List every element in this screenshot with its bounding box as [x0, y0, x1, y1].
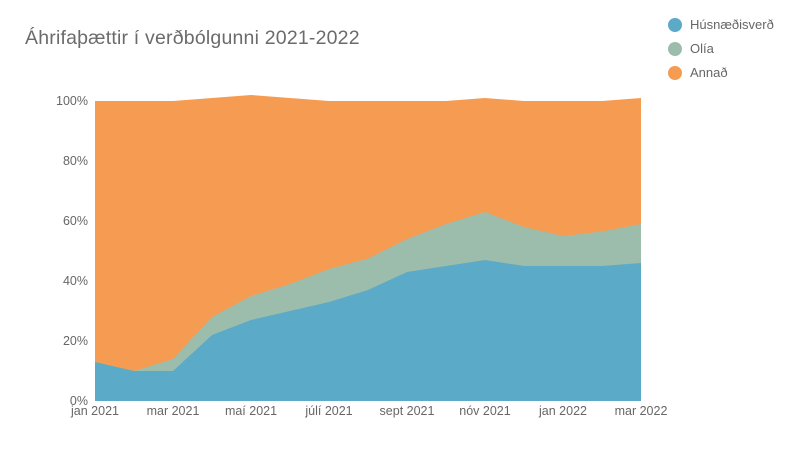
x-axis-tick-label: nóv 2021	[459, 404, 511, 418]
legend-dot-icon	[668, 41, 682, 56]
legend-dot-icon	[668, 17, 682, 32]
x-axis-tick-label: júlí 2021	[305, 404, 353, 418]
chart-title: Áhrifaþættir í verðbólgunni 2021-2022	[25, 27, 360, 49]
y-axis-tick-label: 0%	[69, 394, 88, 408]
y-axis-tick-label: 60%	[62, 214, 88, 228]
legend-item-husnaedisverd[interactable]: Húsnæðisverð	[668, 17, 774, 32]
area-series-húsnæðisverð	[95, 260, 641, 401]
legend-item-annad[interactable]: Annað	[668, 65, 774, 80]
legend-item-olia[interactable]: Olía	[668, 41, 774, 56]
y-axis-tick-label: 20%	[62, 334, 88, 348]
legend: Húsnæðisverð Olía Annað	[668, 17, 774, 80]
x-axis-tick-label: jan 2021	[71, 404, 119, 418]
x-axis-tick-label: mar 2022	[614, 404, 668, 418]
y-axis-tick-label: 40%	[62, 274, 88, 288]
legend-dot-icon	[668, 65, 682, 80]
x-axis-tick-label: sept 2021	[379, 404, 435, 418]
legend-item-label: Húsnæðisverð	[690, 17, 774, 32]
legend-item-label: Olía	[690, 41, 714, 56]
x-axis-tick-label: jan 2022	[539, 404, 587, 418]
legend-item-label: Annað	[690, 65, 728, 80]
y-axis-tick-label: 80%	[62, 154, 88, 168]
x-axis-tick-label: maí 2021	[224, 404, 278, 418]
y-axis-tick-label: 100%	[56, 94, 88, 108]
x-axis-tick-label: mar 2021	[146, 404, 200, 418]
